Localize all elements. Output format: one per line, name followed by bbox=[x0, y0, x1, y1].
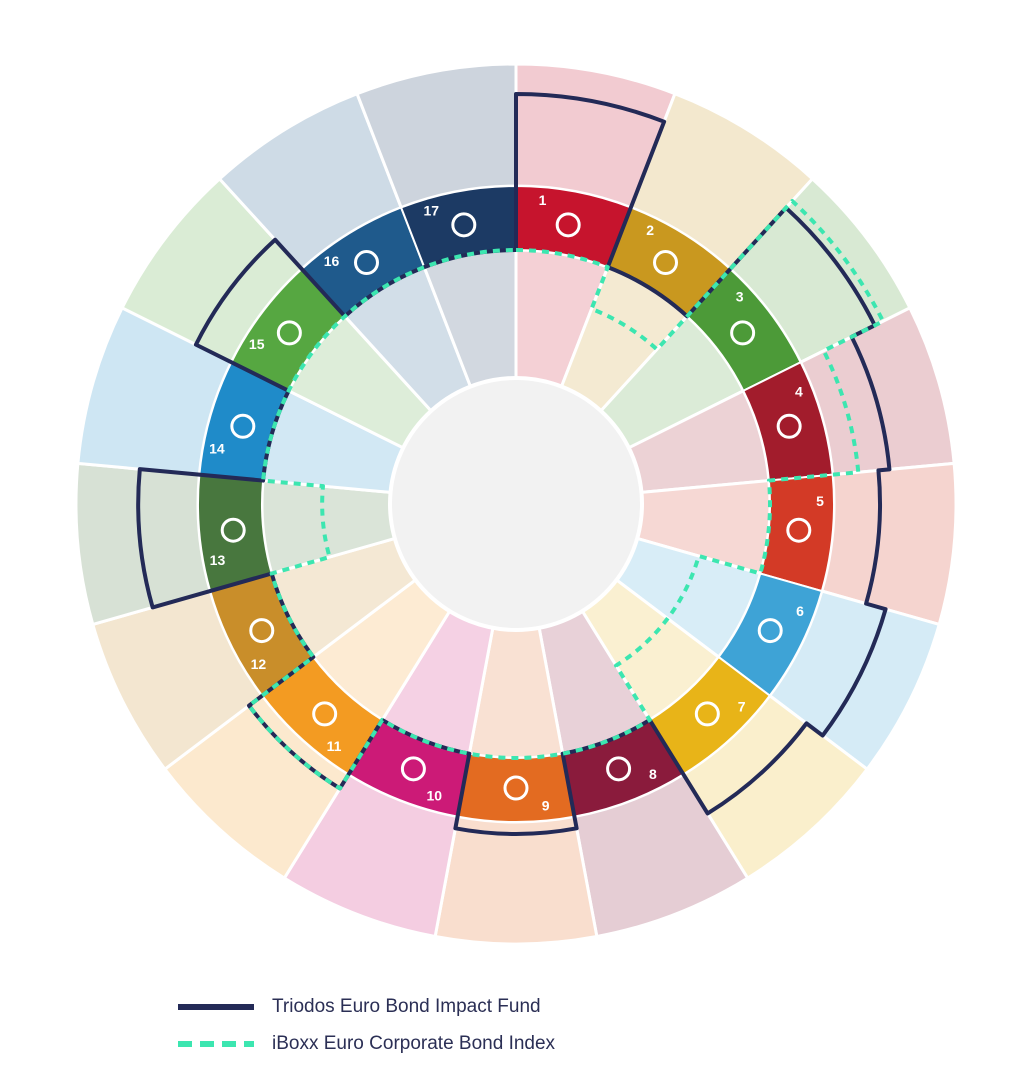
sdg-number-17: 17 bbox=[424, 203, 440, 219]
background-segments bbox=[74, 62, 958, 946]
legend-swatch-solid bbox=[178, 1003, 254, 1010]
infinity-icon bbox=[249, 618, 275, 644]
fish-icon bbox=[230, 413, 256, 439]
food-bowl-icon bbox=[653, 250, 679, 276]
cubes-icon bbox=[503, 775, 529, 801]
rings-icon bbox=[451, 212, 477, 238]
center-hole bbox=[388, 376, 644, 632]
sdg-number-9: 9 bbox=[542, 797, 550, 813]
sdg-number-10: 10 bbox=[427, 788, 443, 804]
legend-item-index: iBoxx Euro Corporate Bond Index bbox=[178, 1025, 555, 1062]
sdg-number-7: 7 bbox=[738, 698, 746, 714]
series-outline-1 bbox=[136, 92, 892, 836]
legend-item-fund: Triodos Euro Bond Impact Fund bbox=[178, 988, 555, 1025]
sdg-number-14: 14 bbox=[209, 440, 225, 456]
water-drop-icon bbox=[757, 618, 783, 644]
dove-icon bbox=[353, 250, 379, 276]
sun-icon bbox=[694, 701, 720, 727]
sdg-number-1: 1 bbox=[539, 192, 547, 208]
sdg-number-11: 11 bbox=[327, 738, 342, 754]
eye-globe-icon bbox=[220, 517, 246, 543]
equality-arrows-icon bbox=[400, 756, 426, 782]
tree-icon bbox=[276, 320, 302, 346]
sdg-number-8: 8 bbox=[649, 766, 657, 782]
city-icon bbox=[312, 701, 338, 727]
book-icon bbox=[776, 413, 802, 439]
sdg-number-4: 4 bbox=[795, 383, 803, 399]
legend: Triodos Euro Bond Impact Fund iBoxx Euro… bbox=[178, 988, 555, 1062]
sdg-number-2: 2 bbox=[646, 222, 654, 238]
gender-icon bbox=[786, 517, 812, 543]
legend-swatch-dashed bbox=[178, 1040, 254, 1047]
legend-label-fund: Triodos Euro Bond Impact Fund bbox=[272, 995, 541, 1017]
sdg-number-3: 3 bbox=[736, 289, 744, 305]
legend-label-index: iBoxx Euro Corporate Bond Index bbox=[272, 1032, 556, 1054]
sdg-tile-9 bbox=[456, 752, 576, 823]
family-icon bbox=[555, 212, 581, 238]
sdg-number-15: 15 bbox=[249, 336, 265, 352]
sdg-number-12: 12 bbox=[251, 656, 267, 672]
growth-chart-icon bbox=[606, 756, 632, 782]
sdg-number-6: 6 bbox=[796, 603, 804, 619]
sdg-number-5: 5 bbox=[816, 493, 824, 509]
sdg-number-13: 13 bbox=[210, 552, 226, 568]
series-outline-2 bbox=[247, 199, 886, 791]
sdg-number-16: 16 bbox=[324, 253, 340, 269]
sdg-tile-13 bbox=[197, 473, 273, 593]
heartbeat-icon bbox=[730, 320, 756, 346]
